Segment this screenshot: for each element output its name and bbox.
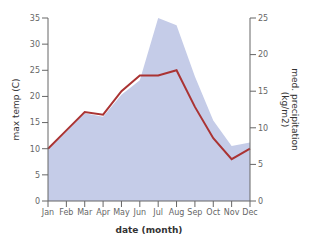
svg-text:May: May: [113, 208, 130, 217]
svg-text:Apr: Apr: [96, 208, 111, 217]
svg-text:15: 15: [30, 118, 40, 127]
svg-text:0: 0: [258, 197, 263, 206]
svg-text:Nov: Nov: [224, 208, 240, 217]
svg-text:Mar: Mar: [77, 208, 93, 217]
svg-text:15: 15: [258, 87, 268, 96]
svg-text:25: 25: [258, 14, 268, 23]
svg-text:35: 35: [30, 14, 40, 23]
svg-text:Feb: Feb: [59, 208, 73, 217]
svg-text:Dec: Dec: [242, 208, 257, 217]
svg-text:Jul: Jul: [152, 208, 163, 217]
svg-text:max temp (C): max temp (C): [11, 78, 21, 140]
svg-text:20: 20: [30, 92, 40, 101]
svg-text:Jan: Jan: [41, 208, 54, 217]
svg-text:Jun: Jun: [133, 208, 147, 217]
svg-text:20: 20: [258, 50, 268, 59]
svg-text:5: 5: [35, 171, 40, 180]
svg-text:10: 10: [30, 145, 40, 154]
svg-text:Oct: Oct: [206, 208, 220, 217]
svg-text:med. precipitation(kg/m2): med. precipitation(kg/m2): [280, 68, 300, 150]
svg-text:0: 0: [35, 197, 40, 206]
svg-text:Aug: Aug: [169, 208, 185, 217]
svg-text:10: 10: [258, 124, 268, 133]
svg-text:date (month): date (month): [116, 225, 183, 235]
svg-text:30: 30: [30, 40, 40, 49]
svg-text:5: 5: [258, 160, 263, 169]
svg-text:Sep: Sep: [187, 208, 202, 217]
svg-text:25: 25: [30, 66, 40, 75]
